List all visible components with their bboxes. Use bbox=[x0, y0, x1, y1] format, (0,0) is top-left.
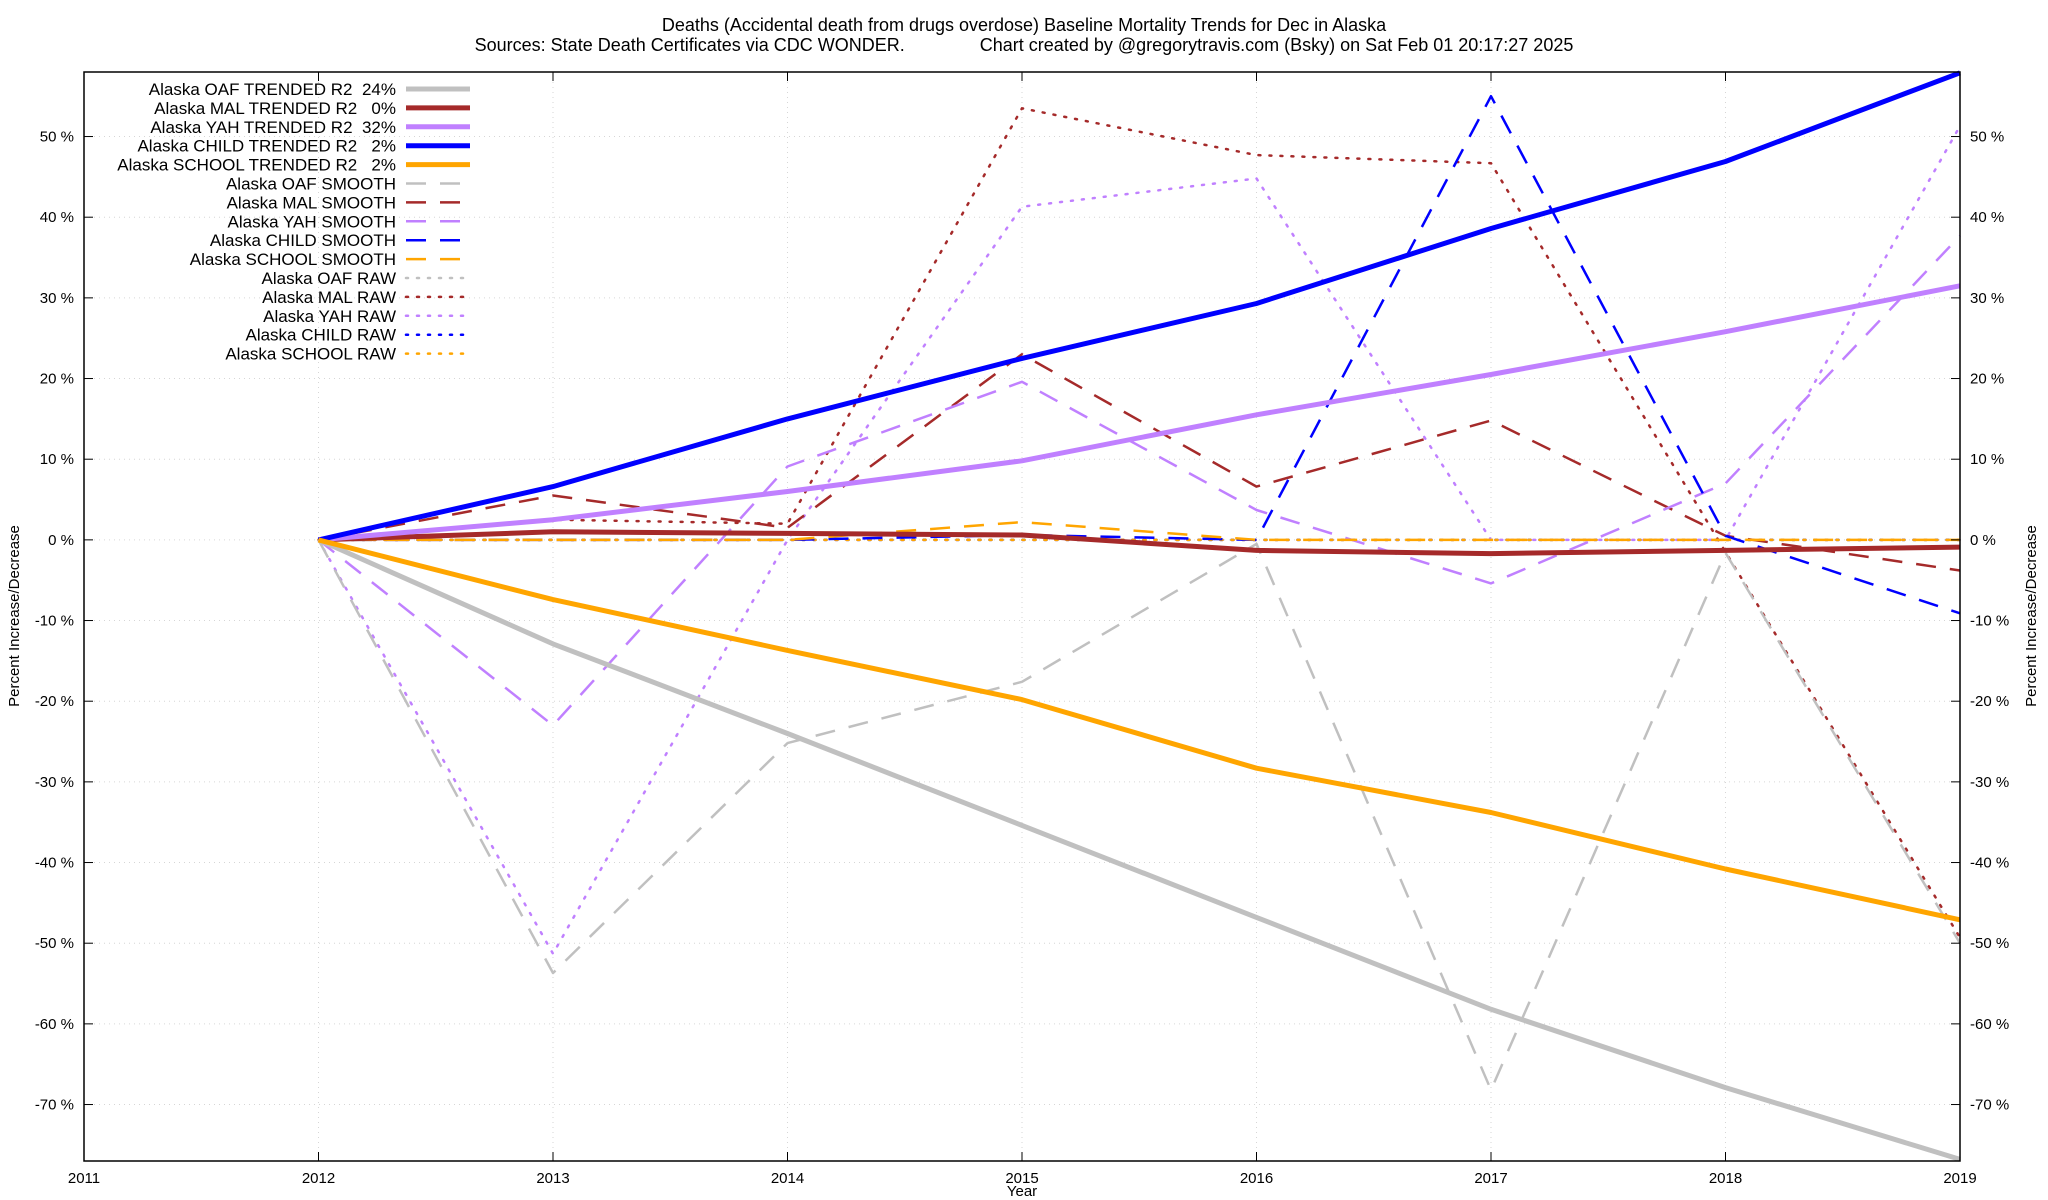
legend-label: Alaska YAH SMOOTH bbox=[228, 212, 396, 231]
x-tick-label: 2014 bbox=[771, 1170, 804, 1187]
y-tick-label-right: 30 % bbox=[1970, 290, 2004, 307]
y-tick-label-right: -20 % bbox=[1970, 693, 2009, 710]
y-tick-label-left: -20 % bbox=[35, 693, 74, 710]
x-tick-label: 2011 bbox=[68, 1170, 100, 1187]
y-tick-label-right: 20 % bbox=[1970, 371, 2004, 388]
y-tick-label-left: -60 % bbox=[35, 1016, 74, 1033]
y-tick-label-left: -70 % bbox=[35, 1097, 74, 1114]
series-line-alaska-yah-smooth bbox=[317, 234, 1961, 727]
legend-label: Alaska SCHOOL SMOOTH bbox=[190, 250, 396, 269]
series-line-alaska-school-smooth bbox=[318, 520, 1960, 542]
x-tick-label: 2012 bbox=[302, 1170, 335, 1187]
x-tick-label: 2018 bbox=[1709, 1170, 1742, 1187]
legend-label: Alaska YAH RAW bbox=[263, 307, 396, 326]
legend-label: Alaska CHILD TRENDED R2 2% bbox=[137, 137, 396, 156]
x-tick-label: 2013 bbox=[536, 1170, 569, 1187]
legend-label: Alaska SCHOOL TRENDED R2 2% bbox=[117, 156, 396, 175]
series-line-alaska-oaf-smooth bbox=[317, 539, 1962, 1092]
series-line-alaska-yah-trended bbox=[318, 283, 1961, 543]
y-tick-label-right: -30 % bbox=[1970, 774, 2009, 791]
legend-label: Alaska MAL SMOOTH bbox=[227, 193, 396, 212]
x-tick-label: 2016 bbox=[1240, 1170, 1273, 1187]
y-axis-label-right: Percent Increase/Decrease bbox=[2023, 525, 2040, 707]
series-line-alaska-school-trended bbox=[317, 537, 1961, 923]
x-tick-label: 2017 bbox=[1474, 1170, 1507, 1187]
y-tick-label-right: 40 % bbox=[1970, 209, 2004, 226]
y-tick-label-left: 40 % bbox=[40, 209, 74, 226]
plot-border bbox=[83, 71, 1961, 1162]
legend-label: Alaska OAF RAW bbox=[262, 269, 396, 288]
series-line-alaska-child-trended bbox=[317, 70, 1961, 543]
chart-subtitle: Sources: State Death Certificates via CD… bbox=[475, 35, 1574, 55]
y-tick-label-left: -40 % bbox=[35, 855, 74, 872]
legend-label: Alaska YAH TRENDED R2 32% bbox=[150, 118, 396, 137]
chart-title: Deaths (Accidental death from drugs over… bbox=[662, 15, 1387, 35]
y-tick-label-right: -40 % bbox=[1970, 855, 2009, 872]
legend-label: Alaska MAL TRENDED R2 0% bbox=[154, 99, 396, 118]
y-tick-label-left: -10 % bbox=[35, 613, 74, 630]
y-tick-label-right: -50 % bbox=[1970, 935, 2009, 952]
y-tick-label-left: 20 % bbox=[40, 371, 74, 388]
y-tick-label-right: -60 % bbox=[1970, 1016, 2009, 1033]
y-tick-label-left: -30 % bbox=[35, 774, 74, 791]
series-line-alaska-mal-raw bbox=[317, 107, 1962, 939]
y-tick-label-right: 10 % bbox=[1970, 451, 2004, 468]
x-axis-label: Year bbox=[1007, 1183, 1037, 1200]
y-tick-label-right: -70 % bbox=[1970, 1097, 2009, 1114]
series-line-alaska-child-smooth bbox=[318, 94, 1961, 615]
axis-ticks: -70 % -70 % -60 % -60 % -50 % -50 % -40 % -40 %… bbox=[35, 72, 2009, 1187]
y-tick-label-left: 50 % bbox=[40, 129, 74, 146]
y-tick-label-right: 50 % bbox=[1970, 129, 2004, 146]
y-tick-label-left: 10 % bbox=[40, 451, 74, 468]
legend-label: Alaska CHILD SMOOTH bbox=[210, 231, 396, 250]
series-line-alaska-oaf-trended bbox=[317, 537, 1961, 1162]
legend-label: Alaska MAL RAW bbox=[262, 288, 396, 307]
legend-label: Alaska OAF SMOOTH bbox=[226, 175, 396, 194]
y-tick-label-right: -10 % bbox=[1970, 613, 2009, 630]
y-tick-label-left: -50 % bbox=[35, 935, 74, 952]
y-tick-label-left: 0 % bbox=[48, 532, 74, 549]
y-tick-label-right: 0 % bbox=[1970, 532, 1996, 549]
series-line-alaska-mal-trended bbox=[318, 529, 1961, 557]
series-lines bbox=[317, 70, 1962, 1162]
legend-label: Alaska CHILD RAW bbox=[245, 326, 396, 345]
series-line-alaska-mal-smooth bbox=[318, 353, 1961, 572]
x-tick-label: 2019 bbox=[1943, 1170, 1976, 1187]
legend-label: Alaska OAF TRENDED R2 24% bbox=[149, 80, 396, 99]
y-axis-label-left: Percent Increase/Decrease bbox=[6, 525, 23, 707]
legend-label: Alaska SCHOOL RAW bbox=[225, 345, 396, 364]
y-tick-label-left: 30 % bbox=[40, 290, 74, 307]
x-tick-label: 2015 bbox=[1005, 1170, 1038, 1187]
legend: Alaska OAF TRENDED R2 24%Alaska MAL TREN… bbox=[117, 80, 472, 364]
